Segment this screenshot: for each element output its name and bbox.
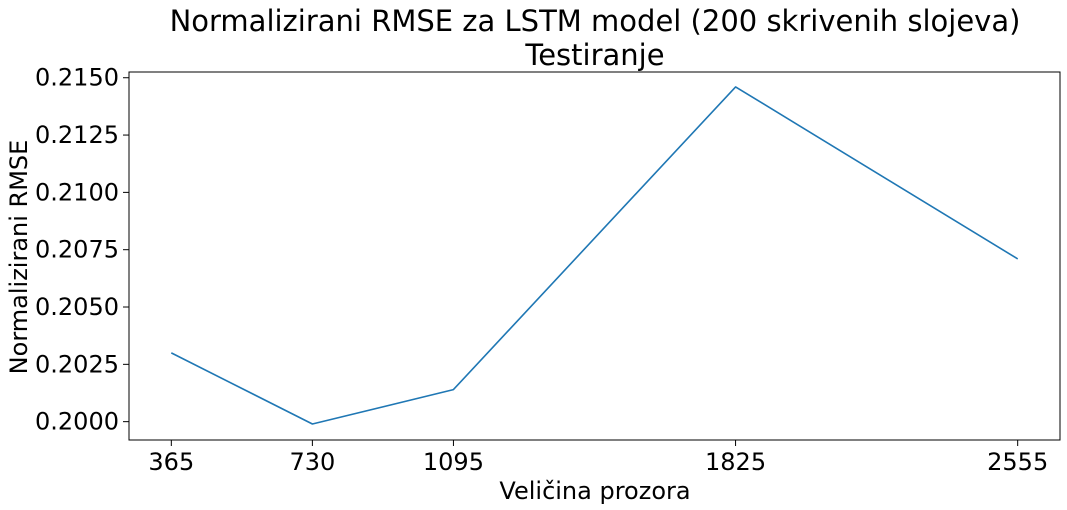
- y-tick-label: 0.2150: [35, 64, 119, 92]
- x-axis: 365 730 1095 1825 2555: [148, 440, 1048, 476]
- plot-area: [128, 71, 1061, 441]
- chart-subtitle: Testiranje: [524, 38, 664, 72]
- series-line: [170, 86, 1019, 425]
- x-tick-label: 1095: [423, 448, 484, 476]
- y-axis-label: Normalizirani RMSE: [5, 140, 33, 375]
- y-tick-label: 0.2075: [35, 236, 119, 264]
- x-tick-label: 1825: [705, 448, 766, 476]
- y-tick-label: 0.2100: [35, 178, 119, 206]
- series-group: [170, 86, 1019, 425]
- x-tick-label: 2555: [987, 448, 1048, 476]
- y-tick-label: 0.2000: [35, 408, 119, 436]
- y-axis: 0.2000 0.2025 0.2050 0.2075 0.2100 0.2125 0.21…: [35, 64, 129, 436]
- x-tick-label: 730: [289, 448, 335, 476]
- x-tick-label: 365: [148, 448, 194, 476]
- x-axis-label: Veličina prozora: [499, 477, 690, 505]
- y-tick-label: 0.2050: [35, 293, 119, 321]
- y-tick-label: 0.2025: [35, 350, 119, 378]
- y-tick-label: 0.2125: [35, 121, 119, 149]
- chart-title: Normalizirani RMSE za LSTM model (200 sk…: [170, 4, 1021, 38]
